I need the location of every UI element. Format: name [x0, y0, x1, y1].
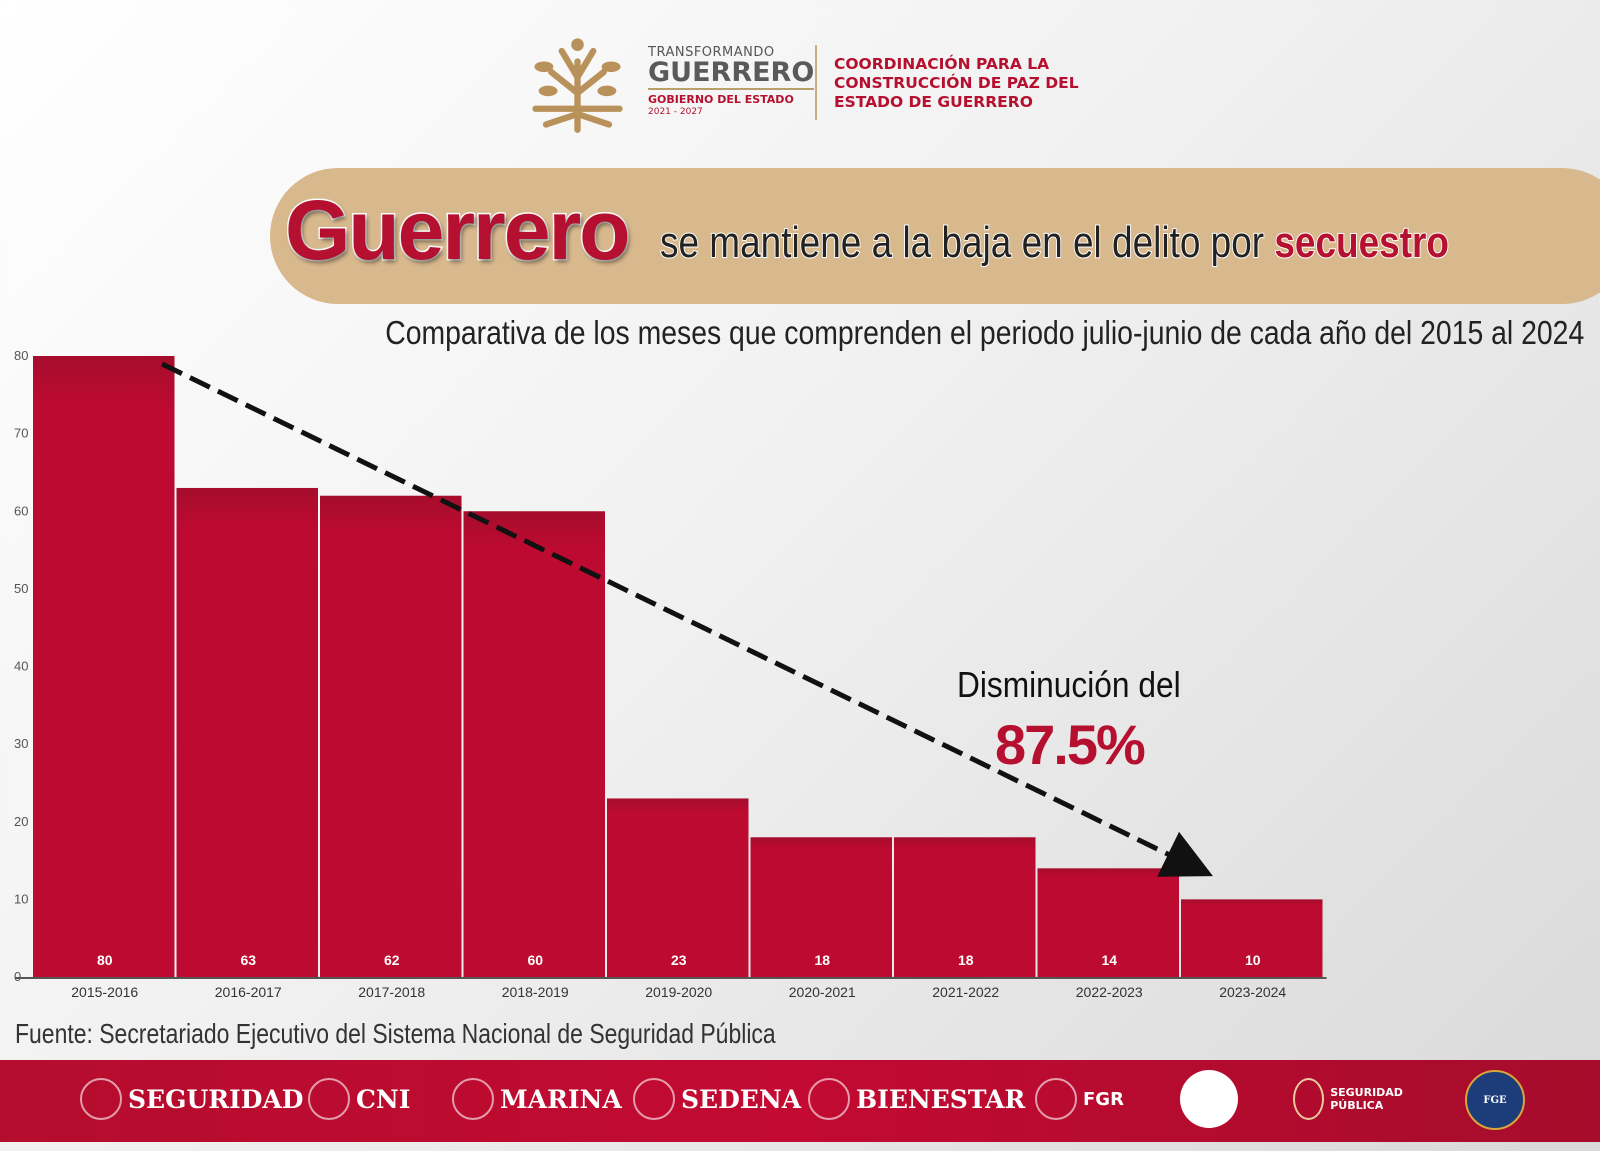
seal-icon: [452, 1078, 494, 1120]
x-tick-label: 2023-2024: [1219, 984, 1286, 1000]
title-banner: [270, 168, 1600, 304]
logo-label: FGR: [1083, 1088, 1124, 1110]
logo-label: FGE: [1483, 1094, 1507, 1106]
coordination-line: CONSTRUCCIÓN DE PAZ DEL: [834, 74, 1079, 92]
fge-seal-icon: FGE: [1465, 1070, 1525, 1130]
data-label: 80: [97, 952, 113, 968]
seal-icon: [308, 1078, 350, 1120]
data-label: 18: [814, 952, 830, 968]
data-label: 62: [384, 952, 400, 968]
bar: [750, 837, 892, 977]
bar: [1037, 868, 1179, 977]
subtitle: Comparativa de los meses que comprenden …: [384, 314, 1584, 351]
trend-arrow: [161, 361, 1213, 877]
x-tick-label: 2022-2023: [1076, 984, 1143, 1000]
y-tick-label: 70: [14, 426, 28, 441]
logo-line: GUERRERO: [648, 57, 815, 90]
logo-label: BIENESTAR: [856, 1084, 1026, 1114]
bar-chart: 0 10 20 30 40 50 60 70 80 80 2015-2016 63 2016-2017 6…: [14, 348, 1327, 1000]
bar: [463, 511, 605, 977]
footer-logo-bienestar: BIENESTAR: [808, 1078, 1025, 1120]
coordination-name: COORDINACIÓN PARA LA CONSTRUCCIÓN DE PAZ…: [834, 55, 1079, 112]
logo-line: 2021 - 2027: [648, 107, 703, 117]
y-tick-label: 30: [14, 736, 28, 751]
title-highlight: Guerrero: [283, 182, 631, 279]
data-label: 60: [527, 952, 543, 968]
y-tick-label: 80: [14, 348, 28, 363]
source-note: Fuente: Secretariado Ejecutivo del Siste…: [15, 1018, 776, 1049]
footer-logo-marina: MARINA: [452, 1078, 622, 1120]
footer-logo-fgr: FGR: [1035, 1078, 1124, 1120]
guerrero-tree-logo: [532, 38, 623, 133]
x-tick-label: 2017-2018: [358, 984, 425, 1000]
x-tick-label: 2020-2021: [789, 984, 856, 1000]
coordination-line: COORDINACIÓN PARA LA: [834, 55, 1050, 73]
divider: [815, 45, 817, 120]
seal-icon: [80, 1078, 122, 1120]
y-tick-label: 50: [14, 581, 28, 596]
logo-label: SEGURIDAD: [128, 1084, 304, 1114]
footer-logo-seguridad: SEGURIDAD: [80, 1078, 304, 1120]
x-tick-label: 2016-2017: [215, 984, 282, 1000]
footer-logos: SEGURIDAD CNI MARINA SEDENA BIENESTAR FG…: [0, 1060, 1600, 1142]
logo-line: GOBIERNO DEL ESTADO: [648, 93, 794, 106]
bar: [894, 837, 1036, 977]
footer-logo-seguridad-publica: SEGURIDAD PÚBLICA: [1293, 1078, 1423, 1120]
bar: [33, 356, 175, 977]
logo-line: TRANSFORMANDO: [648, 45, 775, 60]
data-label: 18: [958, 952, 974, 968]
data-label: 14: [1101, 952, 1117, 968]
footer-logo-fge: FGE: [1465, 1070, 1525, 1130]
bar: [607, 798, 749, 977]
government-logo-text: TRANSFORMANDO GUERRERO GOBIERNO DEL ESTA…: [648, 45, 815, 117]
annotation-value: 87.5%: [995, 713, 1146, 776]
title-keyword: secuestro: [1274, 217, 1450, 268]
y-tick-label: 10: [14, 891, 28, 906]
annotation-text: Disminución del: [957, 664, 1181, 705]
bar: [320, 495, 462, 977]
data-label: 23: [671, 952, 687, 968]
seal-icon: [808, 1078, 850, 1120]
eagle-seal-icon: [1180, 1070, 1238, 1128]
bar: [176, 487, 318, 977]
title-text: se mantiene a la baja en el delito por s…: [659, 217, 1450, 268]
seal-icon: [1035, 1078, 1077, 1120]
x-tick-label: 2019-2020: [645, 984, 712, 1000]
footer-logo-cni: CNI: [308, 1078, 410, 1120]
x-tick-label: 2021-2022: [932, 984, 999, 1000]
logo-label: MARINA: [500, 1084, 622, 1114]
data-label: 10: [1245, 952, 1261, 968]
title-rest: se mantiene a la baja en el delito por: [659, 217, 1265, 268]
coordination-line: ESTADO DE GUERRERO: [834, 93, 1033, 111]
footer-logo-sedena: SEDENA: [633, 1078, 801, 1120]
logo-label: SEDENA: [681, 1084, 802, 1114]
x-tick-label: 2018-2019: [502, 984, 569, 1000]
bar: [1181, 899, 1323, 977]
tree-icon: [1293, 1078, 1325, 1120]
y-tick-label: 0: [14, 969, 21, 984]
logo-label: CNI: [356, 1084, 411, 1114]
y-tick-label: 20: [14, 814, 28, 829]
y-tick-label: 60: [14, 503, 28, 518]
footer-logo-eagle: [1180, 1070, 1238, 1128]
data-label: 63: [240, 952, 256, 968]
y-tick-label: 40: [14, 659, 28, 674]
seal-icon: [633, 1078, 675, 1120]
x-tick-label: 2015-2016: [71, 984, 138, 1000]
logo-label: SEGURIDAD PÚBLICA: [1330, 1086, 1403, 1112]
